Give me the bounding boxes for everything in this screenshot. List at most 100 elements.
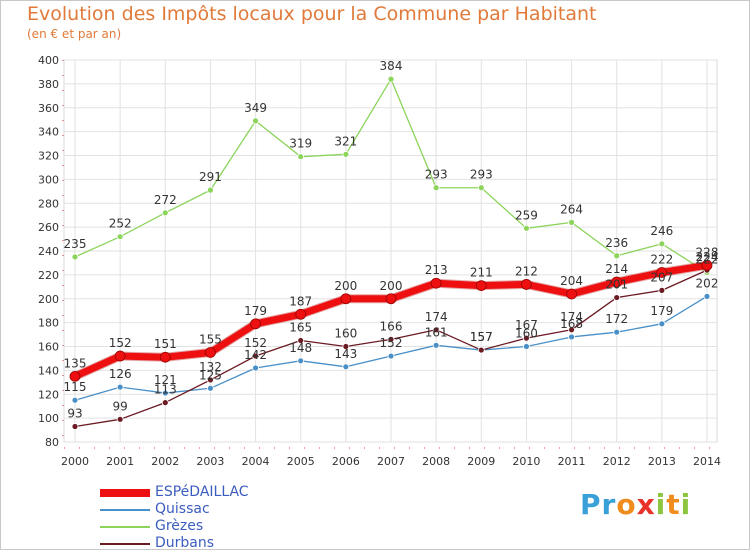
y-tick-label: 240 bbox=[38, 245, 59, 258]
data-label-quissac: 160 bbox=[515, 327, 538, 341]
logo-letter: t bbox=[666, 488, 681, 521]
logo-letter: P bbox=[580, 488, 602, 521]
point-quissac bbox=[432, 341, 440, 349]
x-tick-label: 2000 bbox=[61, 455, 89, 468]
point-durbans bbox=[432, 326, 440, 334]
point-esp-daillac bbox=[430, 277, 442, 289]
data-label-durbans: 152 bbox=[244, 336, 267, 350]
point-esp-daillac bbox=[475, 280, 487, 292]
point-gr-zes bbox=[342, 150, 350, 158]
data-label-durbans: 207 bbox=[650, 270, 673, 284]
point-esp-daillac bbox=[656, 267, 668, 278]
proxiti-logo: Proxiti bbox=[580, 488, 691, 521]
data-label-esp-daillac: 179 bbox=[244, 304, 267, 318]
logo-letter: i bbox=[655, 488, 667, 521]
point-gr-zes bbox=[71, 253, 79, 261]
point-durbans bbox=[568, 326, 575, 334]
data-label-durbans: 165 bbox=[289, 321, 312, 335]
point-durbans bbox=[71, 423, 79, 430]
x-tick-label: 2007 bbox=[377, 455, 405, 468]
data-label-esp-daillac: 200 bbox=[334, 279, 357, 293]
point-esp-daillac bbox=[114, 350, 126, 362]
y-tick-label: 400 bbox=[38, 54, 59, 67]
data-label-gr-zes: 319 bbox=[289, 137, 312, 151]
x-tick-label: 2003 bbox=[196, 455, 224, 468]
y-tick-label: 320 bbox=[38, 150, 59, 163]
y-tick-label: 80 bbox=[45, 436, 59, 449]
x-tick-label: 2010 bbox=[512, 455, 540, 468]
point-gr-zes bbox=[432, 184, 440, 192]
data-label-quissac: 179 bbox=[650, 304, 673, 318]
legend-swatch bbox=[100, 489, 150, 497]
point-quissac bbox=[703, 292, 711, 300]
point-gr-zes bbox=[613, 252, 621, 260]
data-label-gr-zes: 236 bbox=[605, 236, 628, 250]
point-gr-zes bbox=[116, 233, 124, 241]
data-label-esp-daillac: 214 bbox=[605, 262, 628, 276]
data-label-durbans: 93 bbox=[67, 406, 82, 420]
point-quissac bbox=[161, 389, 169, 397]
point-quissac bbox=[613, 328, 621, 336]
point-gr-zes bbox=[568, 218, 575, 226]
data-label-gr-zes: 293 bbox=[470, 168, 493, 182]
point-quissac bbox=[342, 363, 350, 371]
logo-letter: r bbox=[601, 488, 617, 521]
legend-item: ESPéDAILLAC bbox=[100, 484, 360, 502]
data-label-quissac: 152 bbox=[380, 336, 403, 350]
logo-letter: x bbox=[636, 488, 656, 521]
x-tick-label: 2002 bbox=[151, 455, 179, 468]
point-esp-daillac bbox=[521, 279, 532, 290]
point-durbans bbox=[207, 376, 214, 384]
axes: 80 100 120 140 160 180 200 220 240 260 280 300 320 34… bbox=[38, 54, 721, 468]
point-gr-zes bbox=[387, 75, 395, 83]
legend: ESPéDAILLAC Quissac Grèzes Durbans bbox=[100, 484, 360, 553]
data-label-gr-zes: 246 bbox=[650, 224, 673, 238]
data-label-gr-zes: 252 bbox=[109, 217, 132, 231]
line-chart: 80 100 120 140 160 180 200 220 240 260 280 300 320 34… bbox=[38, 54, 721, 468]
data-label-durbans: 113 bbox=[154, 383, 177, 397]
data-label-quissac: 148 bbox=[289, 341, 312, 355]
y-tick-label: 380 bbox=[38, 78, 59, 91]
point-esp-daillac bbox=[159, 351, 171, 363]
point-gr-zes bbox=[161, 209, 169, 217]
point-quissac bbox=[568, 333, 575, 341]
legend-swatch bbox=[100, 509, 150, 511]
point-durbans bbox=[387, 335, 395, 343]
point-quissac bbox=[297, 357, 305, 365]
point-quissac bbox=[252, 364, 259, 372]
data-label-gr-zes: 264 bbox=[560, 202, 583, 216]
point-esp-daillac bbox=[566, 288, 577, 300]
x-tick-label: 2004 bbox=[242, 455, 270, 468]
data-label-gr-zes: 321 bbox=[334, 134, 357, 148]
legend-item: Grèzes bbox=[100, 518, 360, 536]
x-tick-label: 2012 bbox=[603, 455, 631, 468]
x-tick-label: 2013 bbox=[648, 455, 676, 468]
data-label-quissac: 143 bbox=[334, 347, 357, 361]
legend-item: Durbans bbox=[100, 535, 360, 553]
data-label-durbans: 99 bbox=[113, 399, 128, 413]
y-tick-label: 280 bbox=[38, 197, 59, 210]
point-esp-daillac bbox=[340, 293, 352, 305]
point-gr-zes bbox=[658, 240, 666, 248]
series-layer bbox=[69, 75, 713, 430]
point-esp-daillac bbox=[69, 370, 81, 382]
data-label-durbans: 201 bbox=[605, 278, 628, 292]
point-quissac bbox=[523, 343, 530, 350]
data-label-quissac: 168 bbox=[560, 317, 583, 331]
chart-subtitle: (en € et par an) bbox=[27, 27, 122, 41]
point-durbans bbox=[252, 352, 259, 360]
point-esp-daillac bbox=[295, 308, 307, 320]
legend-label: ESPéDAILLAC bbox=[155, 484, 249, 500]
y-tick-label: 300 bbox=[38, 173, 59, 186]
logo-letter: o bbox=[616, 488, 637, 521]
data-label-quissac: 161 bbox=[425, 325, 448, 339]
y-tick-label: 100 bbox=[38, 412, 59, 425]
x-tick-label: 2006 bbox=[332, 455, 360, 468]
data-label-gr-zes: 272 bbox=[154, 193, 177, 207]
point-quissac bbox=[71, 396, 79, 404]
data-label-quissac: 202 bbox=[696, 276, 719, 290]
point-durbans bbox=[523, 334, 530, 342]
data-label-gr-zes: 259 bbox=[515, 208, 538, 222]
point-esp-daillac bbox=[205, 347, 216, 358]
data-label-esp-daillac: 213 bbox=[425, 263, 448, 277]
